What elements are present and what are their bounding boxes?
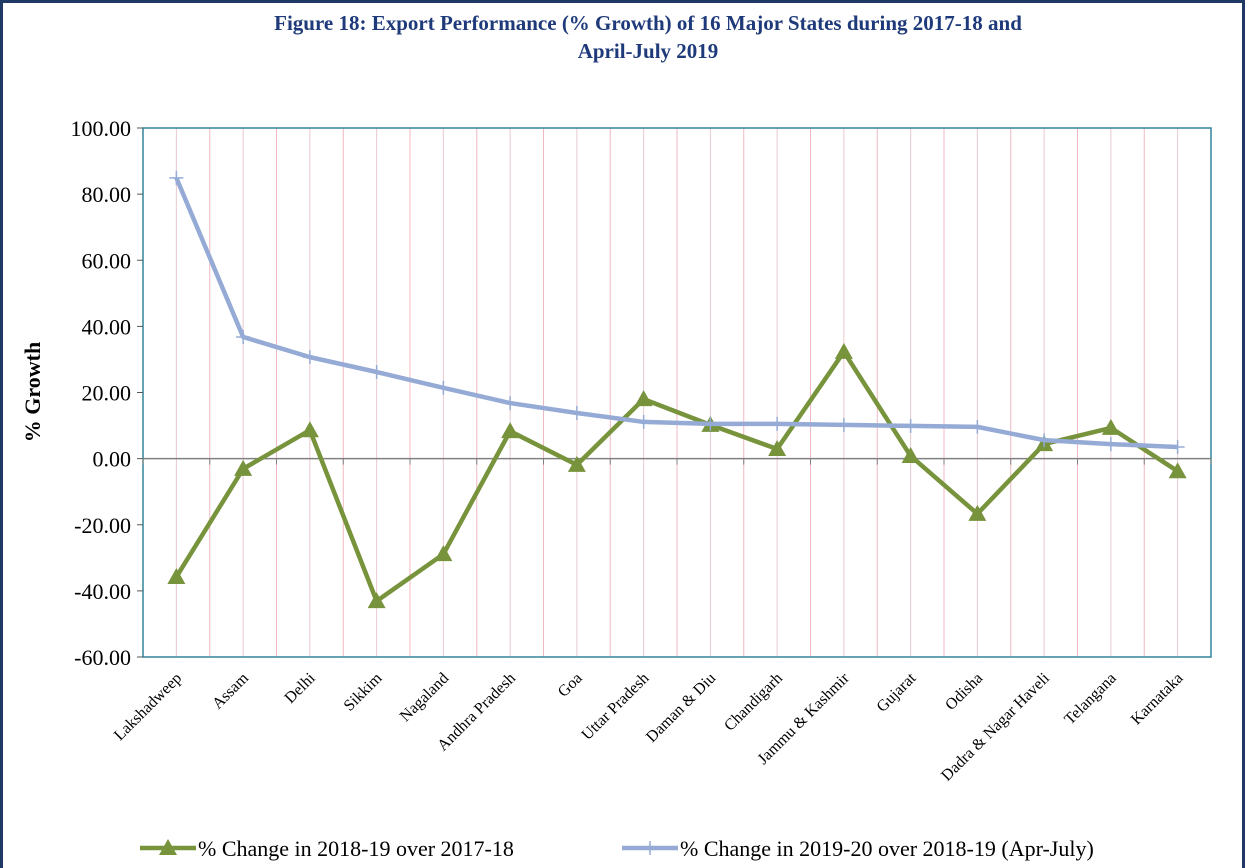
point: [501, 422, 520, 439]
point: [1168, 462, 1187, 479]
point: [302, 350, 317, 365]
x-tick-label: Chandigarh: [721, 670, 786, 735]
point: [234, 459, 253, 476]
x-tick-label: Nagaland: [397, 670, 452, 725]
point: [903, 418, 918, 433]
y-tick-label: 20.00: [82, 381, 132, 406]
point: [1101, 418, 1120, 435]
point: [569, 405, 584, 420]
x-tick-label: Daman & Diu: [643, 670, 719, 746]
point: [369, 365, 384, 380]
series: [169, 170, 1185, 455]
legend-marker: [159, 839, 177, 855]
x-tick-label: Karnataka: [1128, 670, 1187, 729]
legend-marker: [643, 841, 657, 855]
y-tick-label: 100.00: [71, 116, 132, 141]
point: [968, 504, 987, 521]
point: [567, 455, 586, 472]
x-tick-label: Goa: [555, 670, 586, 701]
point: [434, 545, 453, 562]
y-tick-label: 40.00: [82, 314, 132, 339]
point: [636, 414, 651, 429]
y-tick-label: 60.00: [82, 248, 132, 273]
point: [236, 329, 251, 344]
point: [703, 416, 718, 431]
point: [634, 390, 653, 407]
x-tick-label: Delhi: [282, 669, 320, 707]
point: [300, 421, 319, 438]
x-tick-label: Telangana: [1061, 670, 1119, 728]
x-tick-label: Odisha: [942, 670, 986, 714]
x-tick-label: Lakshadweep: [111, 670, 185, 744]
y-axis-label: % Growth: [20, 342, 45, 442]
point: [834, 342, 853, 359]
chart-title: April-July 2019: [578, 39, 719, 63]
y-tick-label: 80.00: [82, 182, 132, 207]
point: [503, 396, 518, 411]
chart-title: Figure 18: Export Performance (% Growth)…: [274, 11, 1022, 35]
x-tick-label: Dadra & Nagar Haveli: [938, 669, 1053, 784]
y-tick-label: -40.00: [74, 579, 131, 604]
point: [768, 440, 787, 457]
series-line: [174, 177, 1178, 450]
point: [1170, 440, 1185, 455]
y-tick-label: -60.00: [74, 645, 131, 670]
point: [770, 416, 785, 431]
x-tick-label: Uttar Pradesh: [579, 670, 653, 744]
point: [1037, 433, 1052, 448]
point: [836, 417, 851, 432]
series-line: [174, 349, 1179, 604]
point: [367, 592, 386, 609]
point: [169, 170, 184, 185]
legend-label: % Change in 2019-20 over 2018-19 (Apr-Ju…: [680, 836, 1094, 861]
point: [436, 380, 451, 395]
legend-label: % Change in 2018-19 over 2017-18: [198, 836, 514, 861]
y-tick-label: 0.00: [93, 447, 132, 472]
point: [901, 446, 920, 463]
x-tick-label: Assam: [209, 669, 252, 712]
point: [970, 419, 985, 434]
y-tick-label: -20.00: [74, 513, 131, 538]
point: [1103, 437, 1118, 452]
x-tick-label: Gujarat: [874, 669, 920, 715]
x-tick-label: Sikkim: [341, 669, 386, 714]
point: [167, 567, 186, 584]
